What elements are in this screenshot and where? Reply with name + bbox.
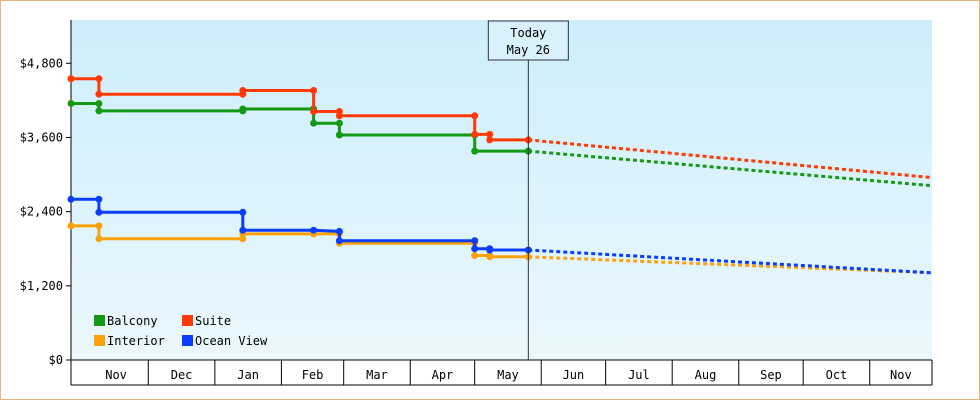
legend-label-suite: Suite (195, 314, 231, 328)
y-tick-label: $2,400 (20, 205, 63, 219)
data-point-suite (471, 112, 479, 120)
x-month-label: Sep (760, 368, 782, 382)
x-month-label: Jan (237, 368, 259, 382)
data-point-ocean-view (471, 237, 479, 245)
data-point-interior (95, 235, 103, 243)
data-point-interior (486, 253, 494, 261)
x-axis: Nov Dec Jan Feb Mar Apr May Jun Jul Aug Sep Oct Nov (70, 359, 933, 386)
data-point-balcony (310, 119, 318, 127)
data-point-balcony (335, 131, 343, 139)
x-month-label: Feb (302, 368, 324, 382)
data-point-suite (335, 112, 343, 120)
legend-label-interior: Interior (107, 334, 165, 348)
data-point-ocean-view (239, 208, 247, 216)
y-tick-label: $4,800 (20, 56, 63, 70)
data-point-suite (310, 108, 318, 115)
today-label: Today (510, 26, 546, 40)
plot-area (71, 20, 932, 360)
data-point-balcony (95, 107, 103, 115)
today-date-label: May 26 (507, 43, 550, 57)
data-point-ocean-view (95, 208, 103, 216)
y-tick-label: $1,200 (20, 279, 63, 293)
data-point-ocean-view (486, 246, 494, 254)
legend-swatch-balcony (94, 315, 105, 326)
legend-label-balcony: Balcony (107, 314, 158, 328)
x-month-label: Dec (171, 368, 193, 382)
x-month-label: Jun (563, 368, 585, 382)
data-point-ocean-view (239, 226, 247, 234)
legend-swatch-interior (94, 335, 105, 346)
data-point-balcony (471, 147, 479, 155)
y-axis: $0 $1,200 $2,400 $3,600 $4,800 (20, 20, 72, 367)
x-month-label: Jul (628, 368, 650, 382)
data-point-ocean-view (67, 195, 75, 203)
data-point-suite (95, 75, 103, 83)
data-point-ocean-view (310, 226, 318, 234)
x-month-label: Apr (432, 368, 454, 382)
legend-label-ocean-view: Ocean View (195, 334, 268, 348)
data-point-interior (67, 222, 75, 230)
y-tick-label: $0 (49, 353, 63, 367)
data-point-ocean-view (335, 227, 343, 235)
legend-swatch-suite (182, 315, 193, 326)
x-month-label: May (497, 368, 519, 382)
data-point-balcony (95, 100, 103, 107)
legend: Balcony Suite Interior Ocean View (94, 314, 268, 348)
data-point-balcony (67, 100, 75, 107)
data-point-suite (310, 87, 318, 94)
data-point-balcony (335, 119, 343, 127)
x-month-label: Aug (695, 368, 717, 382)
series-layer (67, 75, 933, 275)
data-point-suite (239, 87, 247, 94)
today-marker: Today May 26 (487, 20, 569, 360)
data-point-suite (67, 75, 75, 83)
x-month-label: Nov (890, 368, 912, 382)
series-forecast-ocean-view (528, 248, 933, 275)
data-point-ocean-view (335, 237, 343, 245)
data-point-balcony (239, 105, 247, 113)
series-forecast-balcony (528, 149, 933, 188)
data-point-interior (471, 252, 479, 259)
data-point-interior (95, 222, 103, 230)
legend-swatch-ocean-view (182, 335, 193, 346)
x-month-label: Mar (366, 368, 388, 382)
data-point-suite (486, 136, 494, 144)
data-point-suite (486, 130, 494, 138)
data-point-suite (95, 90, 103, 98)
today-label-box (487, 20, 569, 61)
data-point-ocean-view (471, 245, 479, 253)
x-month-label: Oct (826, 368, 848, 382)
y-tick-label: $3,600 (20, 130, 63, 144)
data-point-interior (239, 235, 247, 243)
data-point-ocean-view (95, 195, 103, 203)
x-month-label: Nov (105, 368, 127, 382)
data-point-suite (471, 130, 479, 138)
series-forecast-suite (528, 138, 933, 180)
